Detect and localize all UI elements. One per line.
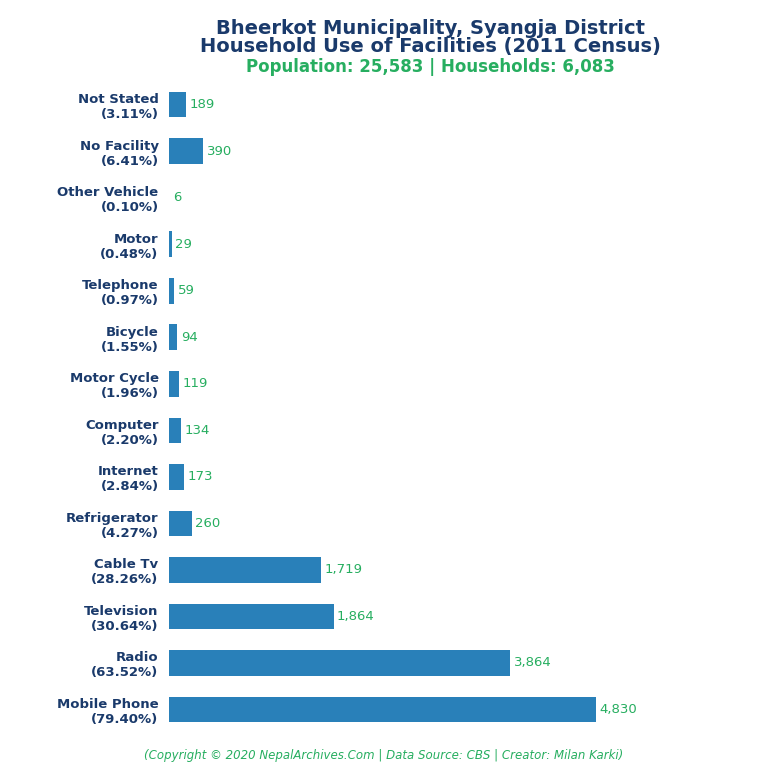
Text: 134: 134 (184, 424, 210, 437)
Text: Population: 25,583 | Households: 6,083: Population: 25,583 | Households: 6,083 (246, 58, 614, 76)
Text: 59: 59 (177, 284, 194, 297)
Bar (169, 697, 596, 722)
Text: 119: 119 (183, 377, 208, 390)
Bar (169, 557, 321, 583)
Bar (169, 464, 184, 490)
Bar (169, 278, 174, 303)
Bar (169, 604, 333, 629)
Bar (169, 371, 180, 396)
Text: 6: 6 (173, 191, 181, 204)
Text: 173: 173 (187, 470, 214, 483)
Bar (169, 511, 192, 536)
Text: 3,864: 3,864 (514, 657, 551, 670)
Text: 1,719: 1,719 (324, 564, 362, 576)
Text: 29: 29 (175, 238, 192, 250)
Text: 1,864: 1,864 (337, 610, 375, 623)
Text: 390: 390 (207, 144, 232, 157)
Bar (169, 418, 180, 443)
Text: 189: 189 (189, 98, 214, 111)
Bar (169, 324, 177, 350)
Bar (169, 650, 510, 676)
Text: Bheerkot Municipality, Syangja District: Bheerkot Municipality, Syangja District (216, 19, 644, 38)
Bar (169, 231, 171, 257)
Bar (169, 138, 204, 164)
Bar (169, 92, 186, 118)
Text: 94: 94 (180, 331, 197, 344)
Text: (Copyright © 2020 NepalArchives.Com | Data Source: CBS | Creator: Milan Karki): (Copyright © 2020 NepalArchives.Com | Da… (144, 749, 624, 762)
Text: Household Use of Facilities (2011 Census): Household Use of Facilities (2011 Census… (200, 37, 660, 56)
Text: 260: 260 (195, 517, 220, 530)
Text: 4,830: 4,830 (599, 703, 637, 716)
